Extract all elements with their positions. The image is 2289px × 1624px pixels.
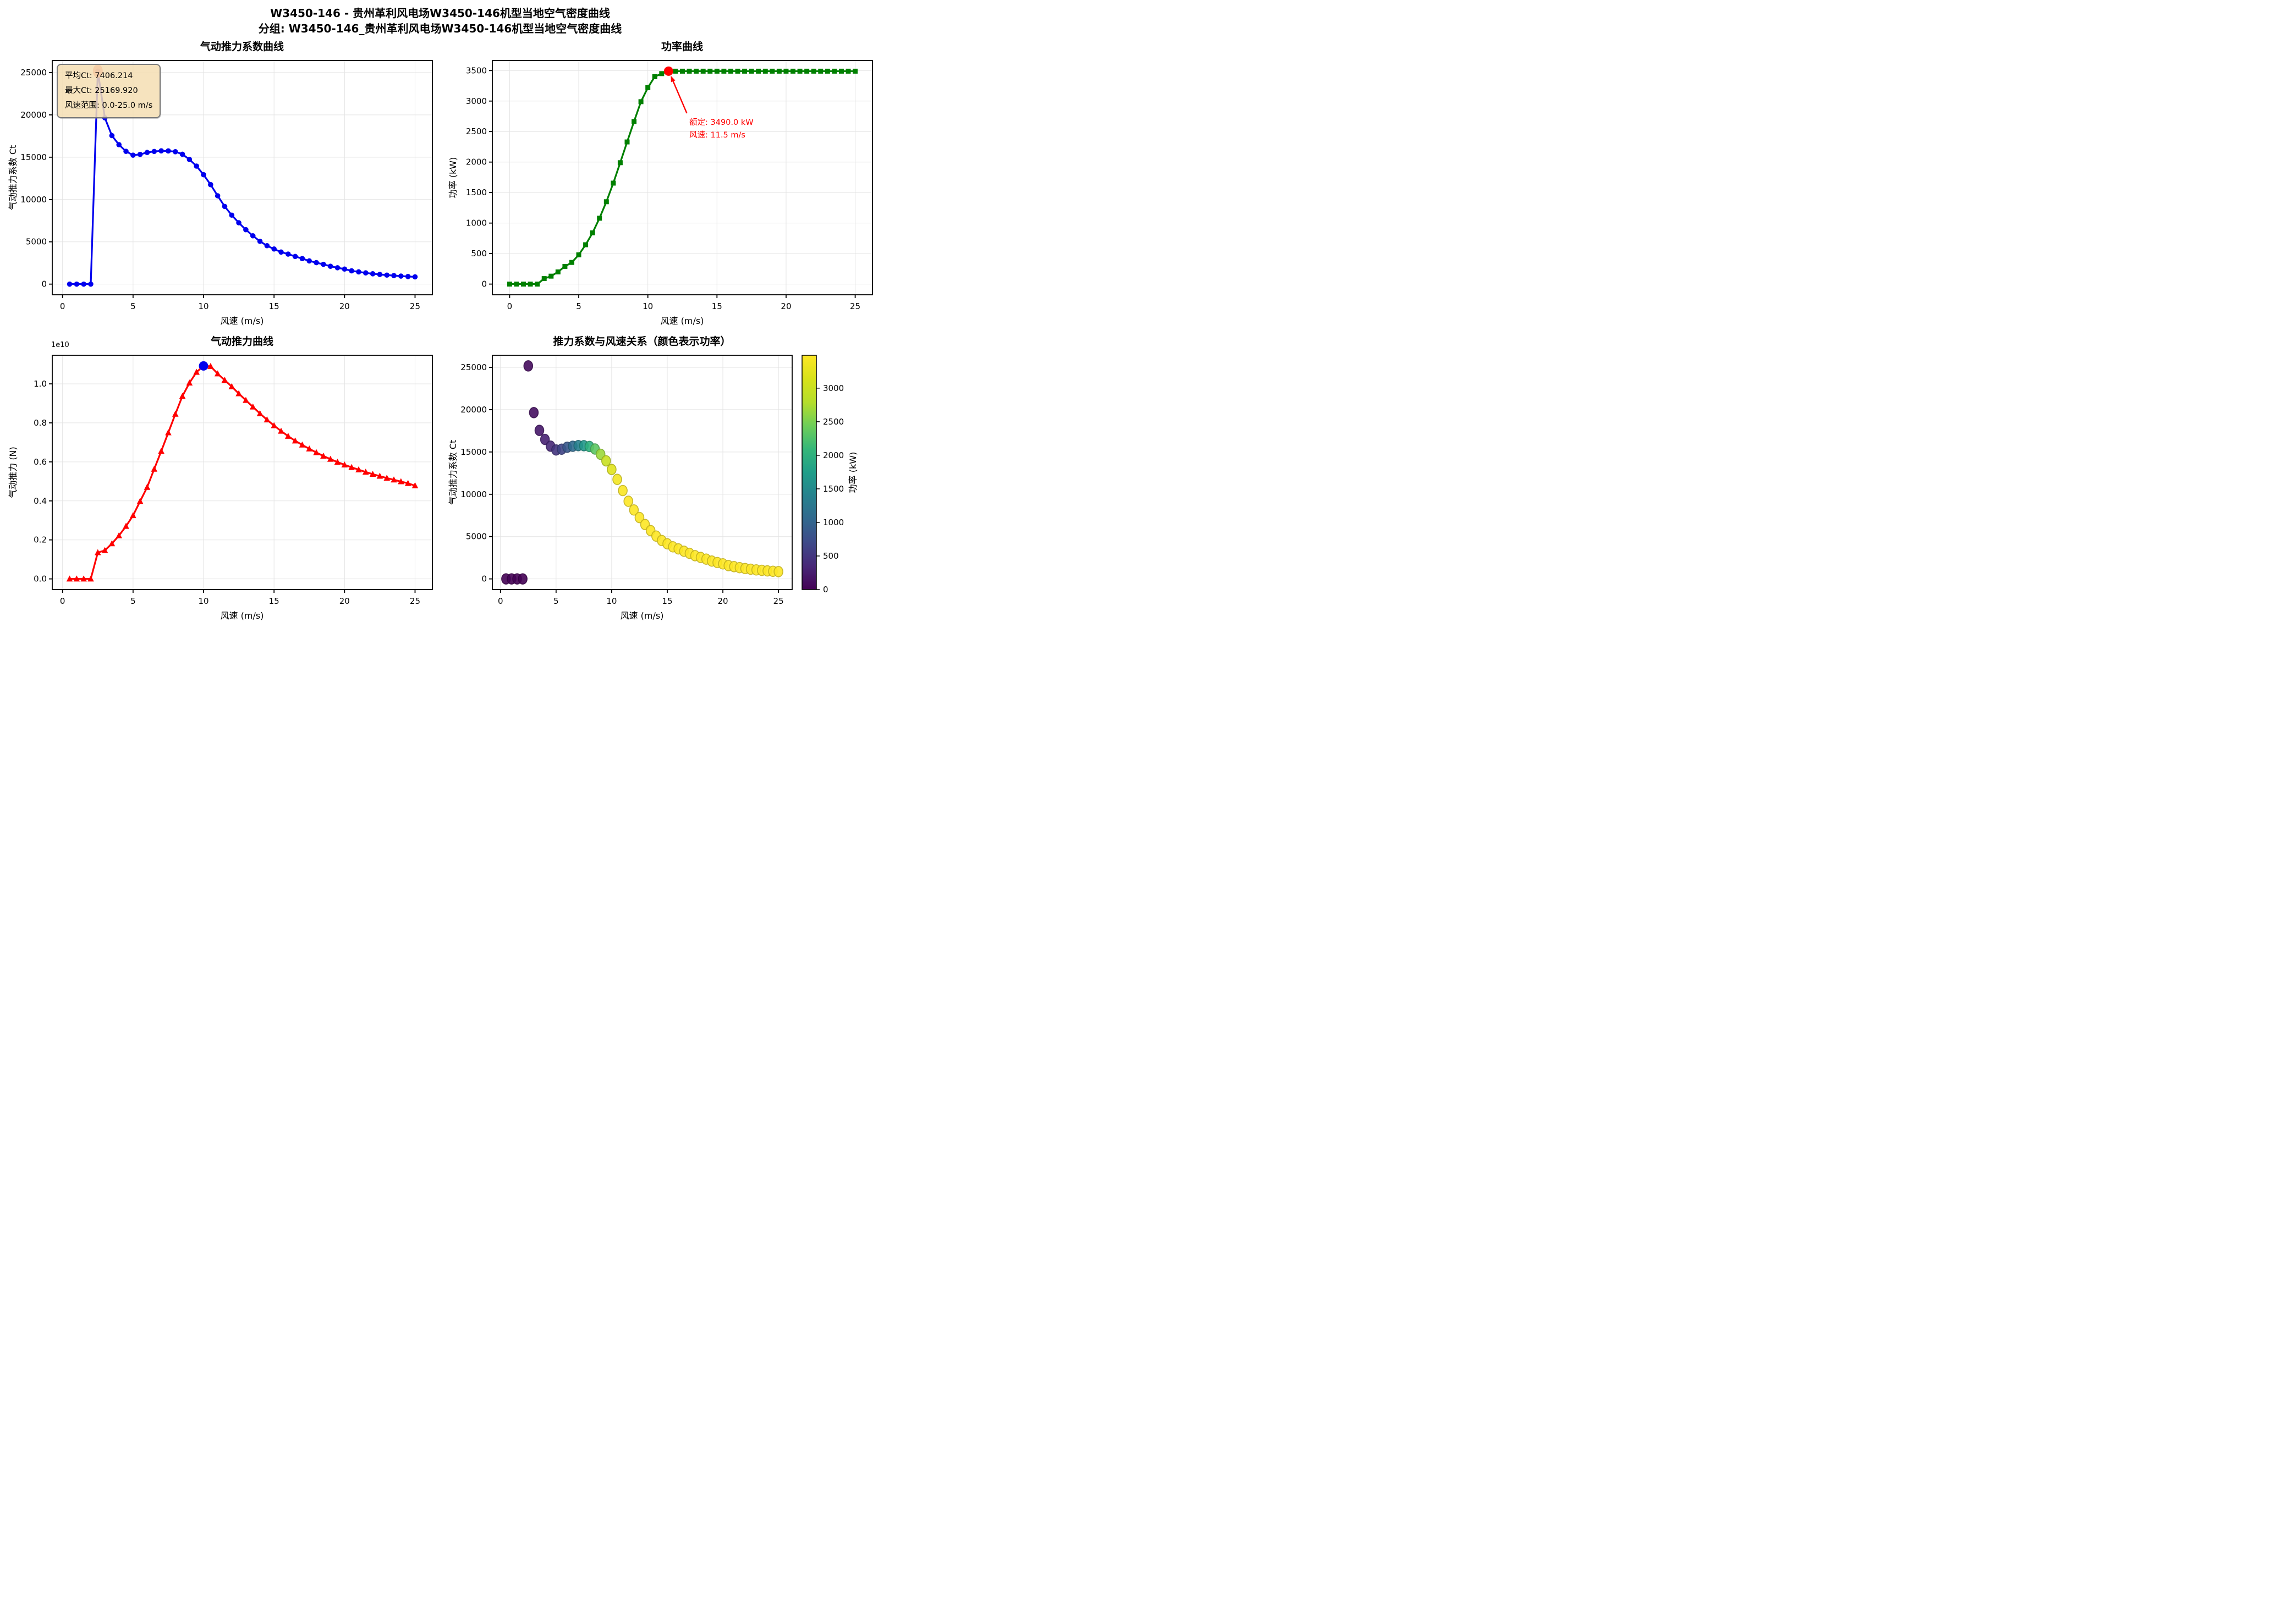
thrust-curve-chart: 0 5 10 15 20 25 0.0 0.2 0.4 0.6 0.8 1.0 [34,355,433,606]
panel-ct-scatter: 0 5 10 15 20 25 0 5000 10000 15000 20000 25000 0 500 1… [440,330,880,625]
colorbar-label: 功率 (kW) [848,452,858,493]
svg-text:15000: 15000 [460,447,487,457]
svg-text:25: 25 [773,596,784,606]
svg-text:20: 20 [339,596,350,606]
ct-stats-line-range: 风速范围: 0.0-25.0 m/s [65,101,153,110]
title-ct-coefficient-curve: 气动推力系数曲线 [200,41,284,53]
svg-text:0: 0 [481,574,487,584]
svg-text:0.6: 0.6 [34,457,47,467]
ylabel-power-curve: 功率 (kW) [448,157,458,199]
svg-text:10: 10 [606,596,617,606]
figure-suptitle-line1: W3450-146 - 贵州革利风电场W3450-146机型当地空气密度曲线 [270,7,610,20]
svg-text:15000: 15000 [20,152,47,162]
power-curve-chart: 0 5 10 15 20 25 0 500 1000 1500 2000 2500 3000 3500 [466,60,873,311]
ct-stats-line-mean: 平均Ct: 7406.214 [65,71,133,80]
svg-text:0: 0 [507,301,513,311]
ylabel-ct-scatter: 气动推力系数 Ct [448,439,458,505]
title-thrust-curve: 气动推力曲线 [210,335,274,348]
svg-text:15: 15 [269,596,279,606]
title-power-curve: 功率曲线 [661,41,704,53]
svg-text:0.8: 0.8 [34,418,47,428]
svg-text:25: 25 [410,301,420,311]
svg-text:20: 20 [781,301,791,311]
svg-text:5: 5 [553,596,559,606]
xlabel-ct-scatter: 风速 (m/s) [620,610,664,621]
svg-text:1500: 1500 [823,484,844,494]
svg-text:15: 15 [269,301,279,311]
svg-text:10: 10 [198,596,208,606]
svg-text:0: 0 [498,596,503,606]
rated-power-annotation: 额定: 3490.0 kW 风速: 11.5 m/s [689,117,754,142]
svg-text:10000: 10000 [20,195,47,205]
panel-thrust-curve: 0 5 10 15 20 25 0.0 0.2 0.4 0.6 0.8 1.0 [0,330,440,625]
svg-text:0.4: 0.4 [34,496,47,506]
svg-text:20000: 20000 [460,405,487,415]
chart-grid: 0 5 10 15 20 25 0 5000 10000 15000 20000 25000 0 5 10… [0,35,880,625]
svg-text:2500: 2500 [823,417,844,427]
svg-text:10: 10 [198,301,208,311]
rated-power-line: 额定: 3490.0 kW [689,118,754,127]
svg-text:5000: 5000 [466,532,487,542]
rated-windspeed-line: 风速: 11.5 m/s [689,131,745,140]
thrust-axis-offset-text: 1e10 [51,341,69,349]
svg-text:500: 500 [823,551,839,561]
svg-text:5: 5 [576,301,581,311]
svg-text:0.0: 0.0 [34,574,47,584]
ct-stats-line-max: 最大Ct: 25169.920 [65,86,138,95]
svg-text:1.0: 1.0 [34,379,47,389]
svg-text:20: 20 [339,301,350,311]
ylabel-thrust-curve: 气动推力 (N) [8,447,18,498]
svg-text:3500: 3500 [466,65,487,75]
svg-text:0: 0 [481,279,487,289]
svg-text:1500: 1500 [466,188,487,197]
svg-text:0.2: 0.2 [34,535,47,545]
svg-text:10000: 10000 [460,489,487,499]
svg-text:0: 0 [823,585,828,594]
svg-text:2000: 2000 [466,157,487,167]
svg-text:0: 0 [41,279,47,289]
xlabel-ct-coefficient-curve: 风速 (m/s) [220,316,264,326]
figure-suptitle-line2: 分组: W3450-146_贵州革利风电场W3450-146机型当地空气密度曲线 [258,22,622,35]
svg-text:5: 5 [130,596,136,606]
ylabel-ct-coefficient-curve: 气动推力系数 Ct [8,145,18,211]
svg-text:20: 20 [718,596,728,606]
svg-text:10: 10 [643,301,653,311]
svg-text:20000: 20000 [20,110,47,120]
svg-text:2000: 2000 [823,450,844,460]
svg-text:3000: 3000 [466,96,487,106]
svg-text:5: 5 [130,301,136,311]
svg-text:0: 0 [60,596,65,606]
svg-text:25: 25 [410,596,420,606]
svg-text:2500: 2500 [466,126,487,136]
svg-text:1000: 1000 [466,218,487,228]
svg-text:500: 500 [471,249,487,258]
svg-text:25000: 25000 [460,362,487,372]
svg-text:3000: 3000 [823,383,844,393]
svg-text:25000: 25000 [20,68,47,78]
svg-text:25: 25 [850,301,860,311]
svg-text:0: 0 [60,301,65,311]
svg-text:1000: 1000 [823,518,844,527]
panel-power-curve: 0 5 10 15 20 25 0 500 1000 1500 2000 2500 3000 3500 [440,35,880,330]
ct-stats-annotation-box: 平均Ct: 7406.214 最大Ct: 25169.920 风速范围: 0.0… [57,64,161,118]
svg-text:15: 15 [662,596,672,606]
title-ct-scatter: 推力系数与风速关系（颜色表示功率） [553,335,731,348]
xlabel-thrust-curve: 风速 (m/s) [220,610,264,621]
figure: W3450-146 - 贵州革利风电场W3450-146机型当地空气密度曲线 分… [0,0,880,625]
svg-text:5000: 5000 [26,237,47,247]
xlabel-power-curve: 风速 (m/s) [660,316,704,326]
ct-scatter-chart: 0 5 10 15 20 25 0 5000 10000 15000 20000 25000 0 500 1… [460,355,844,606]
svg-text:15: 15 [712,301,722,311]
